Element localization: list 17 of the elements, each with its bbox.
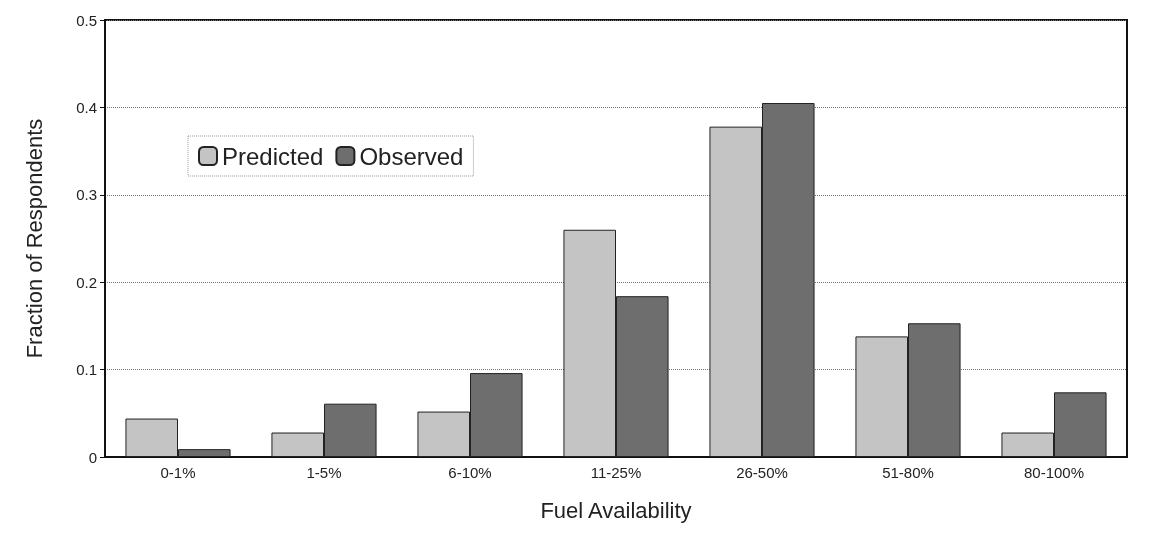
x-tick-label: 1-5% — [306, 464, 342, 481]
y-tick-label: 0.4 — [76, 98, 97, 116]
x-tick-label: 6-10% — [448, 464, 492, 481]
legend-label: Observed — [359, 142, 464, 170]
x-tick-label: 0-1% — [160, 464, 196, 481]
y-tick-label: 0.3 — [76, 186, 97, 204]
y-tick-label: 0.5 — [76, 11, 97, 29]
x-tick-label: 11-25% — [590, 464, 642, 481]
x-tick-label: 26-50% — [736, 464, 788, 481]
x-axis-title: Fuel Availability — [540, 497, 692, 523]
x-tick-label: 80-100% — [1023, 464, 1085, 481]
y-tick-label: 0.1 — [76, 361, 97, 379]
legend-label: Predicted — [222, 142, 324, 170]
y-tick-label: 0 — [88, 448, 97, 466]
x-tick-label: 51-80% — [882, 464, 934, 481]
y-axis-title: Fraction of Respondents — [21, 118, 47, 359]
y-tick-label: 0.2 — [76, 273, 97, 291]
